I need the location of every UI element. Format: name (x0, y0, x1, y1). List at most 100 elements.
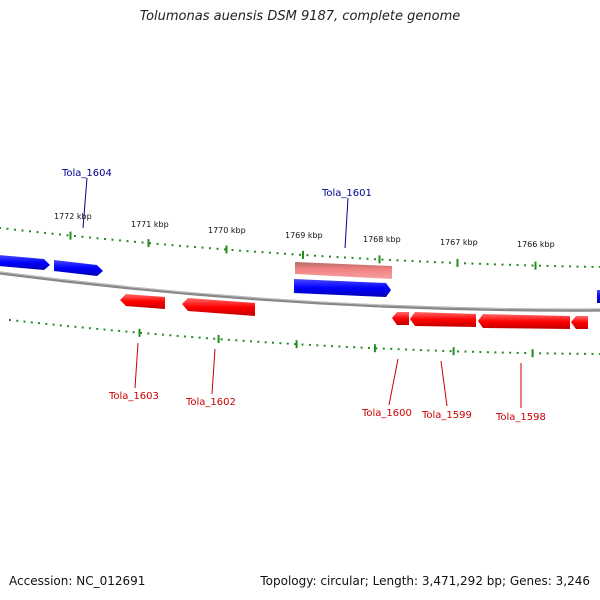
minor-tick (345, 345, 348, 348)
minor-tick (194, 246, 196, 248)
minor-tick (52, 323, 55, 326)
gene-arrow-tola-1599[interactable] (410, 312, 476, 327)
major-tick (302, 250, 304, 259)
minor-tick (264, 341, 267, 344)
major-tick (225, 245, 228, 254)
minor-tick (141, 241, 144, 244)
minor-tick (411, 260, 414, 262)
minor-tick (321, 255, 324, 258)
minor-tick (250, 340, 252, 343)
gene-arrow[interactable] (597, 290, 600, 303)
minor-tick (51, 232, 54, 235)
gene-label[interactable]: Tola_1602 (185, 397, 236, 408)
accession-text: Accession: NC_012691 (9, 574, 146, 588)
minor-tick (381, 258, 384, 261)
minor-tick (96, 237, 99, 240)
minor-tick (316, 344, 319, 347)
minor-tick (235, 339, 238, 342)
minor-tick (216, 247, 219, 250)
minor-tick (353, 346, 356, 349)
minor-tick (89, 236, 91, 239)
minor-tick (140, 331, 142, 334)
genome-backbone (0, 271, 600, 312)
scale-label: 1771 kbp (131, 220, 169, 229)
minor-tick (464, 350, 467, 353)
minor-tick (501, 263, 504, 266)
minor-tick (239, 249, 241, 252)
minor-tick (584, 352, 586, 355)
minor-tick (329, 255, 331, 258)
gene-arrow[interactable] (571, 316, 588, 329)
minor-tick (14, 228, 16, 231)
gene-label[interactable]: Tola_1598 (495, 412, 546, 423)
minor-tick (554, 265, 556, 268)
minor-tick (88, 327, 91, 330)
minor-tick (344, 256, 346, 259)
minor-tick (246, 250, 249, 253)
minor-tick (516, 351, 519, 354)
minor-tick (66, 234, 69, 237)
minor-tick (134, 240, 136, 243)
minor-tick (179, 244, 181, 247)
gene-label[interactable]: Tola_1603 (108, 391, 159, 402)
major-tick (456, 259, 459, 267)
minor-tick (205, 337, 208, 340)
gene-arrow-tola-1604[interactable] (54, 260, 103, 276)
minor-tick (81, 235, 84, 238)
minor-tick (186, 245, 189, 248)
minor-tick (156, 242, 159, 245)
gene-label[interactable]: Tola_1601 (321, 188, 372, 199)
gene-label[interactable]: Tola_1600 (361, 408, 412, 419)
minor-tick (359, 257, 361, 260)
gene-label[interactable]: Tola_1604 (61, 168, 112, 179)
minor-tick (472, 350, 474, 353)
minor-tick (45, 322, 48, 325)
minor-tick (21, 229, 24, 232)
minor-tick (74, 325, 77, 328)
minor-tick (323, 344, 326, 347)
minor-tick (104, 238, 106, 240)
minor-tick (494, 351, 497, 354)
minor-tick (591, 352, 594, 355)
gene-arrow-tola-1600[interactable] (392, 312, 409, 325)
minor-tick (338, 345, 341, 348)
minor-tick (501, 351, 504, 354)
major-tick (531, 349, 534, 358)
minor-tick (224, 248, 226, 251)
minor-tick (479, 262, 481, 265)
minor-tick (591, 265, 594, 268)
minor-tick (471, 262, 474, 265)
scale-labels: 1772 kbp 1771 kbp 1770 kbp 1769 kbp 1768… (54, 212, 555, 249)
gene-arrow[interactable] (0, 255, 50, 270)
minor-tick (351, 256, 354, 259)
minor-tick (16, 319, 19, 322)
gene-arrow-tola-1601-highlight[interactable] (295, 262, 392, 279)
minor-tick (111, 238, 114, 241)
scale-label: 1770 kbp (208, 226, 246, 235)
gene-label[interactable]: Tola_1599 (421, 410, 472, 421)
minor-tick (494, 263, 496, 266)
minor-tick (584, 265, 586, 268)
minor-tick (561, 265, 564, 268)
topology-text: Topology: circular; Length: 3,471,292 bp… (260, 574, 590, 588)
minor-tick (132, 331, 135, 334)
major-tick (378, 255, 381, 264)
minor-tick (213, 337, 216, 340)
minor-tick (389, 258, 391, 261)
minor-tick (366, 257, 369, 260)
minor-tick (201, 246, 204, 249)
minor-tick (434, 349, 437, 352)
minor-tick (147, 332, 150, 335)
minor-tick (404, 259, 406, 262)
minor-tick (449, 261, 451, 264)
gene-arrow-tola-1603[interactable] (120, 294, 165, 309)
gene-arrow-tola-1602[interactable] (182, 298, 255, 316)
gene-arrow-tola-1601[interactable] (294, 279, 391, 297)
minor-tick (427, 349, 430, 352)
minor-tick (486, 351, 489, 354)
minor-tick (539, 264, 541, 267)
minor-tick (74, 235, 76, 237)
minor-tick (269, 251, 271, 254)
minor-tick (331, 345, 333, 348)
gene-arrow-tola-1598[interactable] (478, 314, 570, 329)
